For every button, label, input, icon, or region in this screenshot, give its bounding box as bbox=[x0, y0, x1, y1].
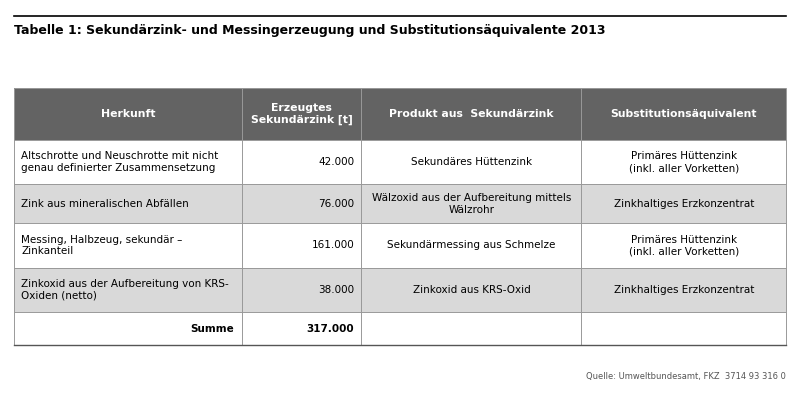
Text: Herkunft: Herkunft bbox=[101, 109, 155, 119]
Text: Primäres Hüttenzink
(inkl. aller Vorketten): Primäres Hüttenzink (inkl. aller Vorkett… bbox=[629, 235, 739, 256]
Bar bbox=[14, 88, 786, 345]
Text: 317.000: 317.000 bbox=[306, 324, 354, 334]
Text: Erzeugtes
Sekundärzink [t]: Erzeugtes Sekundärzink [t] bbox=[250, 103, 353, 125]
Text: Sekundärmessing aus Schmelze: Sekundärmessing aus Schmelze bbox=[387, 240, 555, 250]
Bar bbox=[14, 140, 786, 184]
Bar bbox=[14, 268, 786, 312]
Text: Sekundäres Hüttenzink: Sekundäres Hüttenzink bbox=[411, 157, 532, 167]
Text: Produkt aus  Sekundärzink: Produkt aus Sekundärzink bbox=[389, 109, 554, 119]
Text: 42.000: 42.000 bbox=[318, 157, 354, 167]
Text: Summe: Summe bbox=[190, 324, 234, 334]
Text: 76.000: 76.000 bbox=[318, 199, 354, 209]
Text: Zinkhaltiges Erzkonzentrat: Zinkhaltiges Erzkonzentrat bbox=[614, 199, 754, 209]
Text: Tabelle 1: Sekundärzink- und Messingerzeugung und Substitutionsäquivalente 2013: Tabelle 1: Sekundärzink- und Messingerze… bbox=[14, 24, 606, 37]
Text: Zink aus mineralischen Abfällen: Zink aus mineralischen Abfällen bbox=[21, 199, 189, 209]
Text: Primäres Hüttenzink
(inkl. aller Vorketten): Primäres Hüttenzink (inkl. aller Vorkett… bbox=[629, 152, 739, 173]
Text: Altschrotte und Neuschrotte mit nicht
genau definierter Zusammensetzung: Altschrotte und Neuschrotte mit nicht ge… bbox=[21, 152, 218, 173]
Bar bbox=[14, 223, 786, 268]
Text: Quelle: Umweltbundesamt, FKZ  3714 93 316 0: Quelle: Umweltbundesamt, FKZ 3714 93 316… bbox=[586, 372, 786, 381]
Text: Substitutionsäquivalent: Substitutionsäquivalent bbox=[610, 109, 757, 119]
Text: Zinkoxid aus der Aufbereitung von KRS-
Oxiden (netto): Zinkoxid aus der Aufbereitung von KRS- O… bbox=[21, 279, 229, 301]
Bar bbox=[14, 312, 786, 345]
Bar bbox=[14, 88, 786, 140]
Text: Zinkoxid aus KRS-Oxid: Zinkoxid aus KRS-Oxid bbox=[413, 285, 530, 295]
Text: 38.000: 38.000 bbox=[318, 285, 354, 295]
Text: Wälzoxid aus der Aufbereitung mittels
Wälzrohr: Wälzoxid aus der Aufbereitung mittels Wä… bbox=[372, 193, 571, 215]
Bar bbox=[14, 184, 786, 223]
Text: Zinkhaltiges Erzkonzentrat: Zinkhaltiges Erzkonzentrat bbox=[614, 285, 754, 295]
Text: Messing, Halbzeug, sekundär –
Zinkanteil: Messing, Halbzeug, sekundär – Zinkanteil bbox=[21, 235, 182, 256]
Text: 161.000: 161.000 bbox=[312, 240, 354, 250]
